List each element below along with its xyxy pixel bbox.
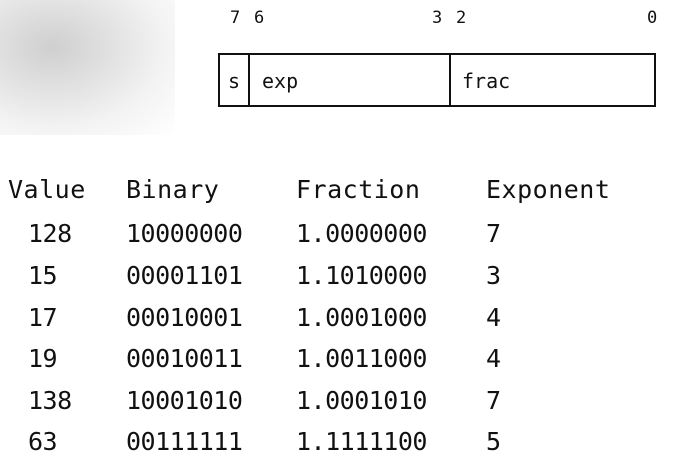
exp-field-label: exp bbox=[262, 69, 299, 93]
row-4-exponent: 4 bbox=[486, 344, 501, 373]
row-6-fraction: 1.1111100 bbox=[296, 427, 427, 456]
exp-frac-divider bbox=[449, 55, 451, 105]
header-value: Value bbox=[8, 175, 86, 204]
bit-index-2: 2 bbox=[456, 8, 467, 28]
row-5-fraction: 1.0001010 bbox=[296, 386, 427, 415]
sign-exp-divider bbox=[248, 55, 250, 105]
row-2-exponent: 3 bbox=[486, 261, 501, 290]
row-5-binary: 10001010 bbox=[126, 386, 243, 415]
row-4-binary: 00010011 bbox=[126, 344, 243, 373]
bit-index-3: 3 bbox=[432, 8, 443, 28]
row-1-exponent: 7 bbox=[486, 219, 501, 248]
bit-index-6: 6 bbox=[254, 8, 265, 28]
bit-index-7: 7 bbox=[230, 8, 241, 28]
row-1-value: 128 bbox=[28, 219, 72, 248]
row-2-value: 15 bbox=[28, 261, 58, 290]
row-3-value: 17 bbox=[28, 303, 58, 332]
row-1-fraction: 1.0000000 bbox=[296, 219, 427, 248]
row-6-binary: 00111111 bbox=[126, 427, 243, 456]
background-shading bbox=[0, 0, 175, 135]
header-exponent: Exponent bbox=[486, 175, 611, 204]
row-4-fraction: 1.0011000 bbox=[296, 344, 427, 373]
row-4-value: 19 bbox=[28, 344, 58, 373]
row-5-exponent: 7 bbox=[486, 386, 501, 415]
row-2-binary: 00001101 bbox=[126, 261, 243, 290]
row-3-fraction: 1.0001000 bbox=[296, 303, 427, 332]
row-6-value: 63 bbox=[28, 427, 58, 456]
frac-field-label: frac bbox=[462, 69, 511, 93]
bit-index-0: 0 bbox=[647, 8, 658, 28]
header-fraction: Fraction bbox=[296, 175, 421, 204]
row-6-exponent: 5 bbox=[486, 427, 501, 456]
row-3-binary: 00010001 bbox=[126, 303, 243, 332]
bit-field-box: s exp frac bbox=[218, 53, 656, 107]
header-binary: Binary bbox=[126, 175, 220, 204]
row-2-fraction: 1.1010000 bbox=[296, 261, 427, 290]
sign-field-label: s bbox=[228, 69, 241, 93]
row-1-binary: 10000000 bbox=[126, 219, 243, 248]
row-3-exponent: 4 bbox=[486, 303, 501, 332]
row-5-value: 138 bbox=[28, 386, 72, 415]
